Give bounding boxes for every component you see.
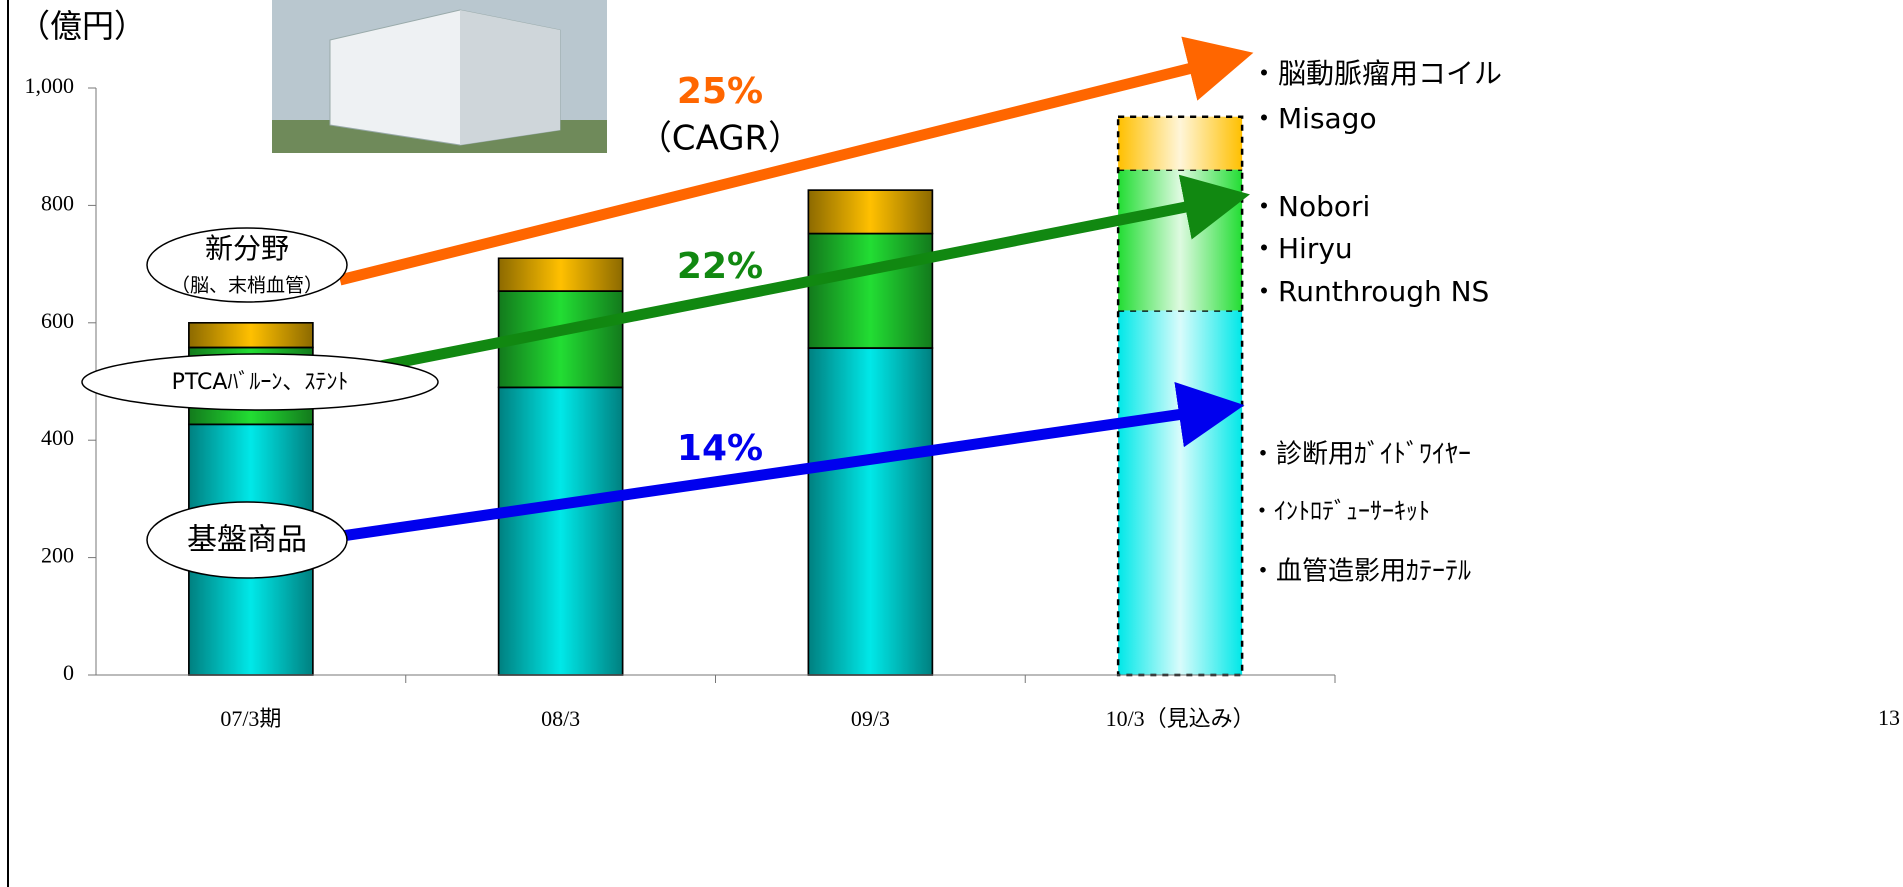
series-sublabel: （脳、末梢血管） xyxy=(171,275,323,297)
bar-outline xyxy=(497,257,624,292)
y-tick-label: 0 xyxy=(63,660,74,685)
building-photo xyxy=(272,0,607,153)
bar-highlight xyxy=(1118,310,1243,675)
bar-shade xyxy=(188,322,313,348)
y-tick-label: 600 xyxy=(41,308,74,333)
product-item: ・診断用ｶﾞｲﾄﾞﾜｲﾔｰ xyxy=(1250,440,1471,470)
growth-arrow xyxy=(333,174,1250,381)
y-tick-label: 200 xyxy=(41,543,74,568)
bar-highlight xyxy=(1118,116,1243,170)
unit-label: （億円） xyxy=(18,7,146,45)
bar-outline xyxy=(807,189,934,235)
bar-shade xyxy=(808,233,933,349)
bar-highlight xyxy=(1118,169,1243,311)
growth-label: 25% xyxy=(677,71,763,112)
callout xyxy=(146,501,348,579)
y-tick-label: 800 xyxy=(41,190,74,215)
callout xyxy=(81,353,439,411)
product-item: ・血管造影用ｶﾃｰﾃﾙ xyxy=(1250,557,1471,587)
growth-arrow xyxy=(334,381,1245,543)
product-item: ・Nobori xyxy=(1250,190,1370,223)
series-label: 基盤商品 xyxy=(187,523,307,558)
growth-arrow xyxy=(338,36,1254,286)
y-tick-label: 1,000 xyxy=(25,73,75,98)
growth-label: 14% xyxy=(677,428,763,469)
x-tick-label: 09/3 xyxy=(851,706,890,731)
product-item: ・ｲﾝﾄﾛﾃﾞｭｰｻｰｷｯﾄ xyxy=(1250,497,1430,525)
x-tick-label: 07/3期 xyxy=(220,706,281,731)
product-item: ・Misago xyxy=(1250,102,1377,135)
bar-shade xyxy=(498,387,623,675)
bar-shade xyxy=(808,348,933,675)
x-tick-label: 10/3（見込み） xyxy=(1106,706,1255,731)
page-number: 13 xyxy=(1878,705,1900,730)
series-label: 新分野 xyxy=(205,232,289,265)
callout xyxy=(146,227,348,303)
bar-shade xyxy=(808,190,933,234)
product-item: ・Hiryu xyxy=(1250,232,1353,265)
bar-outline xyxy=(188,322,314,349)
product-item: ・脳動脈瘤用コイル xyxy=(1250,57,1502,90)
growth-sublabel: （CAGR） xyxy=(638,119,802,159)
bar-shade xyxy=(498,258,623,292)
x-tick-label: 08/3 xyxy=(541,706,580,731)
product-item: ・Runthrough NS xyxy=(1250,275,1489,308)
growth-label: 22% xyxy=(677,246,763,287)
series-label: PTCAﾊﾞﾙｰﾝ、ｽﾃﾝﾄ xyxy=(172,370,349,395)
y-tick-label: 400 xyxy=(41,425,74,450)
